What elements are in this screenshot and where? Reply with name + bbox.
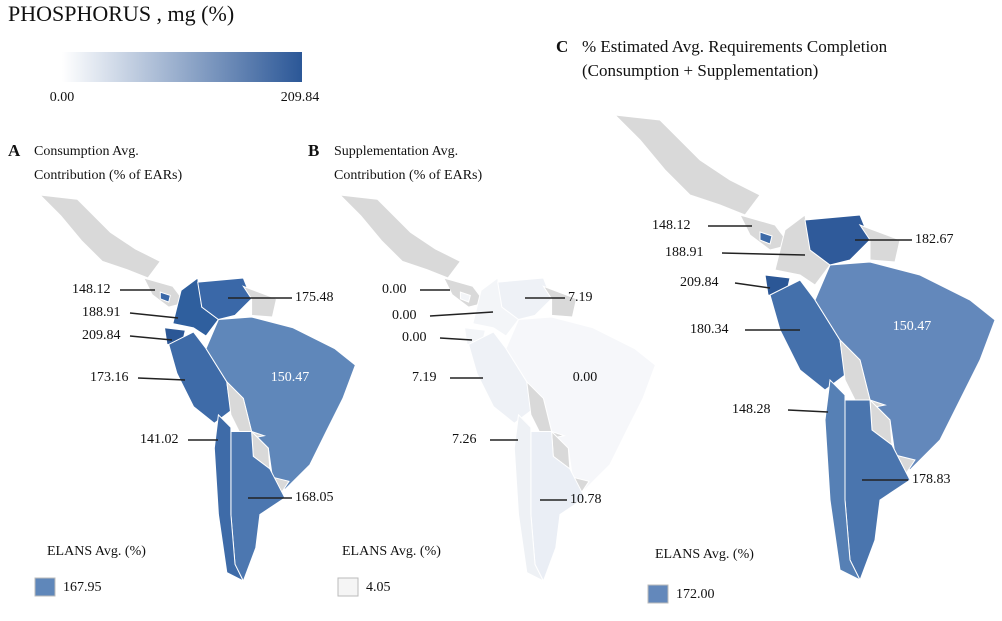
value-label: 173.16 <box>90 370 129 385</box>
value-label: 0.00 <box>382 282 407 297</box>
country <box>759 231 773 245</box>
country <box>226 380 267 441</box>
panel-title: Consumption Avg. <box>34 144 139 159</box>
legend-gradient <box>62 52 302 82</box>
country <box>526 380 567 441</box>
elans-value: 4.05 <box>366 580 391 595</box>
panel-title: Supplementation Avg. <box>334 144 458 159</box>
value-label: 148.28 <box>732 402 771 417</box>
elans-swatch <box>337 577 359 597</box>
elans-label: ELANS Avg. (%) <box>655 547 754 562</box>
value-label: 7.19 <box>568 290 593 305</box>
panel-letter: A <box>8 141 21 160</box>
elans-swatch <box>647 584 669 604</box>
value-label: 188.91 <box>665 245 704 260</box>
panel-title: % Estimated Avg. Requirements Completion <box>582 37 888 56</box>
value-label: 7.19 <box>412 370 437 385</box>
leader-line <box>787 409 829 413</box>
elans-label: ELANS Avg. (%) <box>47 544 146 559</box>
country <box>459 291 471 303</box>
country <box>242 285 278 318</box>
country <box>613 114 761 216</box>
country <box>824 378 862 582</box>
elans-label: ELANS Avg. (%) <box>342 544 441 559</box>
elans-swatch <box>34 577 56 597</box>
country <box>739 214 791 251</box>
value-label: 0.00 <box>392 308 417 323</box>
country <box>858 223 901 263</box>
value-label: 178.83 <box>912 472 951 487</box>
country <box>542 285 578 318</box>
value-label: 7.26 <box>452 432 477 447</box>
figure-title: PHOSPHORUS , mg (%) <box>8 1 234 26</box>
leader-line <box>734 282 771 289</box>
panel-letter: B <box>308 141 319 160</box>
leader-line <box>129 335 173 341</box>
country <box>197 277 253 321</box>
value-label: 141.02 <box>140 432 179 447</box>
leader-line <box>439 337 473 341</box>
leader-line <box>429 311 494 317</box>
value-label: 209.84 <box>680 275 719 290</box>
value-label: 150.47 <box>893 319 932 334</box>
value-label: 175.48 <box>295 290 334 305</box>
panel-letter: C <box>556 37 568 56</box>
value-label: 168.05 <box>295 490 334 505</box>
value-label: 10.78 <box>570 492 602 507</box>
elans-value: 167.95 <box>63 580 102 595</box>
value-label: 148.12 <box>652 218 691 233</box>
value-label: 148.12 <box>72 282 111 297</box>
leader-line <box>137 377 186 381</box>
value-label: 182.67 <box>915 232 954 247</box>
country <box>497 277 553 321</box>
legend-min: 0.00 <box>50 90 75 105</box>
country <box>804 214 871 266</box>
value-label: 180.34 <box>690 322 729 337</box>
elans-value: 172.00 <box>676 587 715 602</box>
panel-title: (Consumption + Supplementation) <box>582 61 818 80</box>
country <box>213 413 245 583</box>
legend-max: 209.84 <box>281 90 320 105</box>
country <box>159 291 171 303</box>
country <box>839 338 887 411</box>
value-label: 0.00 <box>573 370 598 385</box>
value-label: 188.91 <box>82 305 121 320</box>
panel-title: Contribution (% of EARs) <box>34 168 182 183</box>
value-label: 209.84 <box>82 328 121 343</box>
leader-line <box>721 252 806 256</box>
value-label: 150.47 <box>271 370 310 385</box>
country <box>38 194 162 279</box>
country <box>338 194 462 279</box>
panel-title: Contribution (% of EARs) <box>334 168 482 183</box>
leader-line <box>129 312 179 319</box>
value-label: 0.00 <box>402 330 427 345</box>
country <box>513 413 545 583</box>
